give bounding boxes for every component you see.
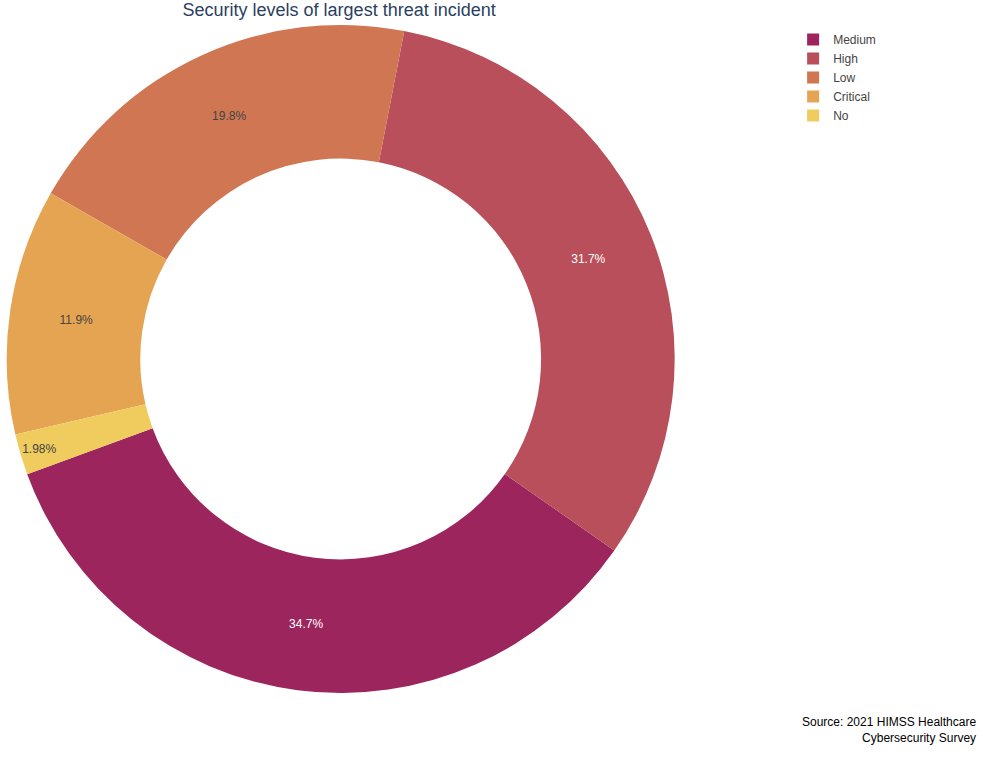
svg-text:Source: 2021 HIMSS HealthcareC: Source: 2021 HIMSS HealthcareCybersecuri… — [802, 715, 976, 745]
svg-text:Security levels of largest thr: Security levels of largest threat incide… — [183, 0, 496, 20]
svg-text:19.8%: 19.8% — [212, 109, 246, 123]
svg-text:Medium: Medium — [833, 33, 876, 47]
svg-text:1.98%: 1.98% — [22, 442, 56, 456]
svg-text:34.7%: 34.7% — [289, 617, 323, 631]
svg-text:11.9%: 11.9% — [60, 313, 93, 327]
svg-text:High: High — [833, 52, 858, 66]
svg-text:No: No — [833, 109, 849, 123]
svg-text:31.7%: 31.7% — [571, 252, 605, 266]
svg-text:Critical: Critical — [833, 90, 870, 104]
svg-text:Low: Low — [833, 71, 855, 85]
